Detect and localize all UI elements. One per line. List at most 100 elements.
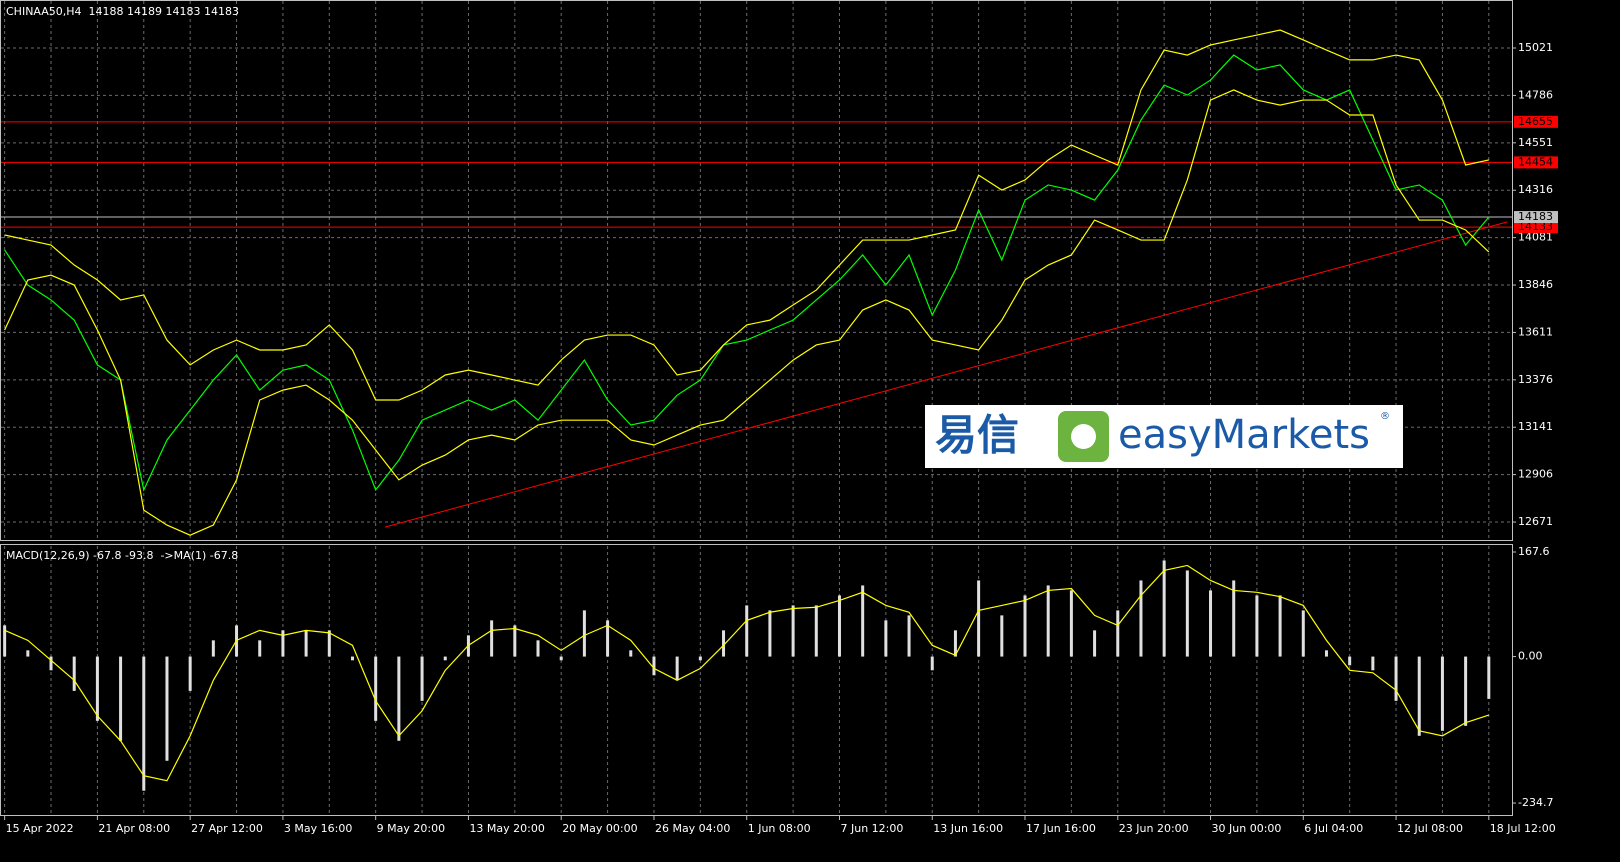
macd-bar — [119, 656, 123, 741]
y-tick-label: 14551 — [1518, 136, 1553, 149]
x-tick-label: 9 May 20:00 — [377, 822, 445, 835]
macd-bar — [1093, 630, 1097, 657]
macd-bar — [1023, 595, 1027, 657]
y-tick-label: 14786 — [1518, 88, 1553, 101]
level-label: 14183 — [1518, 210, 1553, 223]
macd-bar — [698, 656, 702, 661]
band-line — [4, 89, 1490, 536]
macd-bar — [861, 585, 865, 657]
x-tick-label: 12 Jul 08:00 — [1397, 822, 1463, 835]
x-tick-label: 13 May 20:00 — [469, 822, 544, 835]
macd-bar — [327, 630, 331, 657]
level-tag — [1514, 115, 1558, 128]
level-label: 14133 — [1518, 220, 1553, 233]
macd-bar — [953, 630, 957, 657]
macd-bar — [1139, 580, 1143, 657]
macd-bar — [258, 640, 262, 657]
macd-bar — [1440, 656, 1444, 731]
macd-bar — [722, 630, 726, 657]
macd-bar — [1000, 615, 1004, 657]
level-tag — [1514, 221, 1558, 234]
macd-bar — [884, 620, 888, 657]
macd-bar — [1232, 580, 1236, 657]
macd-bar — [745, 605, 749, 657]
macd-bar — [72, 656, 76, 691]
macd-bar — [95, 656, 99, 721]
band-line — [4, 29, 1489, 401]
x-tick-label: 17 Jun 16:00 — [1026, 822, 1096, 835]
x-tick-label: 18 Jul 12:00 — [1490, 822, 1556, 835]
y-tick-label: 15021 — [1518, 41, 1553, 54]
macd-bar — [420, 656, 424, 701]
signal-line — [4, 564, 1489, 782]
y-tick-label: 13611 — [1518, 325, 1553, 338]
macd-bar — [3, 625, 7, 657]
logo-name: easyMarkets — [1118, 412, 1370, 458]
y-tick-label: 13141 — [1518, 420, 1553, 433]
macd-bar — [49, 656, 53, 671]
x-tick-label: 7 Jun 12:00 — [840, 822, 903, 835]
macd-bar — [675, 656, 679, 681]
logo-box — [925, 405, 1403, 468]
logo-mark: ® — [1380, 411, 1390, 422]
macd-bar — [374, 656, 378, 721]
macd-bar — [1464, 656, 1468, 726]
macd-bar — [559, 656, 563, 661]
macd-bar — [791, 605, 795, 657]
x-tick-label: 1 Jun 08:00 — [748, 822, 811, 835]
macd-bar — [513, 625, 517, 657]
macd-bar — [26, 650, 30, 657]
x-tick-label: 6 Jul 04:00 — [1304, 822, 1363, 835]
x-tick-label: 30 Jun 00:00 — [1212, 822, 1282, 835]
macd-bar — [165, 656, 169, 761]
macd-bar — [837, 595, 841, 657]
macd-bar — [142, 656, 146, 791]
macd-bar — [1209, 590, 1213, 657]
macd-bar — [930, 656, 934, 671]
y-tick-label: 14316 — [1518, 183, 1553, 196]
logo-icon-dot — [1071, 424, 1096, 449]
macd-bar — [977, 580, 981, 657]
trend-line — [384, 221, 1508, 528]
macd-bar — [1371, 656, 1375, 671]
macd-bar — [1255, 595, 1259, 657]
macd-bar — [1417, 656, 1421, 736]
macd-bar — [536, 640, 540, 657]
macd-bar — [629, 650, 633, 657]
y-tick-label: 12671 — [1518, 515, 1553, 528]
price-caption: CHINAA50,H4 14188 14189 14183 14183 — [6, 5, 239, 18]
macd-bar — [281, 630, 285, 657]
macd-bar — [1278, 595, 1282, 657]
y-tick-label: 12906 — [1518, 468, 1553, 481]
macd-bar — [1069, 590, 1073, 657]
macd-bar — [1046, 585, 1050, 657]
level-tag — [1514, 156, 1558, 169]
y-tick-label: 167.6 — [1518, 545, 1550, 558]
macd-bar — [211, 640, 215, 657]
macd-bar — [1348, 656, 1352, 666]
x-tick-label: 3 May 16:00 — [284, 822, 352, 835]
y-tick-label: 0.00 — [1518, 650, 1543, 663]
macd-bar — [814, 605, 818, 657]
level-label: 14454 — [1518, 155, 1553, 168]
macd-bar — [188, 656, 192, 691]
macd-bar — [304, 630, 308, 657]
x-tick-label: 20 May 00:00 — [562, 822, 637, 835]
x-tick-label: 13 Jun 16:00 — [933, 822, 1003, 835]
level-tag — [1514, 211, 1558, 224]
x-tick-label: 15 Apr 2022 — [6, 822, 74, 835]
logo: 易信 easyMarkets ® — [925, 405, 1403, 468]
macd-bar — [1185, 570, 1189, 657]
macd-bar — [652, 656, 656, 676]
macd-pane — [0, 544, 1513, 816]
macd-bar — [1162, 560, 1166, 657]
x-tick-label: 23 Jun 20:00 — [1119, 822, 1189, 835]
price-pane — [0, 0, 1513, 541]
macd-bar — [490, 620, 494, 657]
macd-bar — [397, 656, 401, 741]
y-tick-label: 13376 — [1518, 373, 1553, 386]
macd-bar — [582, 610, 586, 657]
x-tick-label: 26 May 04:00 — [655, 822, 730, 835]
